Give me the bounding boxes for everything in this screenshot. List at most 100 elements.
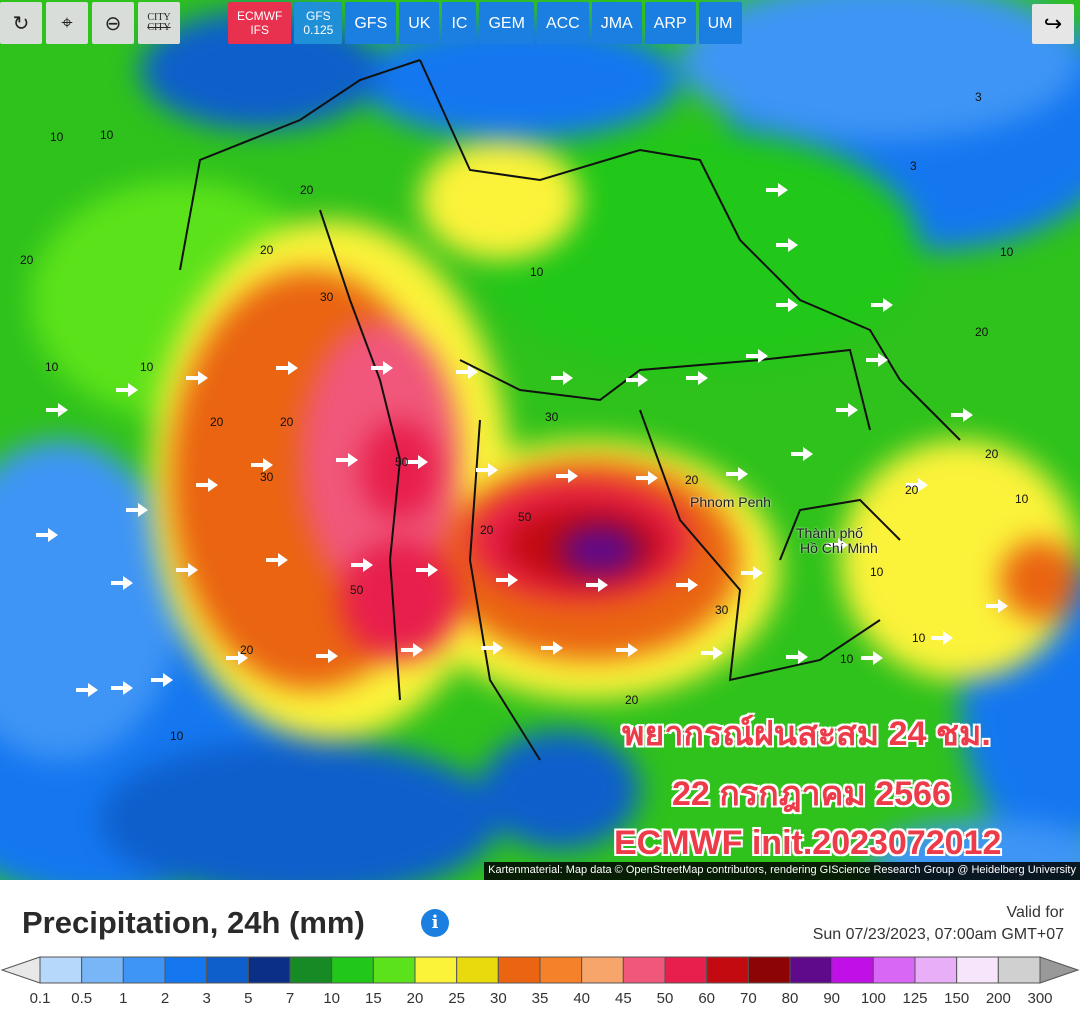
precip-area: [560, 525, 640, 575]
model-button-gfs[interactable]: GFS: [345, 2, 397, 44]
map-pin-icon[interactable]: ⌖: [46, 2, 88, 44]
valid-time: Valid for Sun 07/23/2023, 07:00am GMT+07: [813, 902, 1064, 946]
scale-swatch: [81, 956, 124, 984]
model-sublabel: IFS: [250, 23, 269, 37]
precipitation-map[interactable]: 10 10 20 20 20 30 20 10 10 20 30 50 50 20 30 50 30 20 20 10…: [0, 0, 1080, 880]
scale-tick-label: 0.5: [71, 990, 93, 1007]
model-button-uk[interactable]: UK: [399, 2, 440, 44]
valid-time-value: Sun 07/23/2023, 07:00am GMT+07: [812, 926, 1064, 943]
scale-arrow-low: [0, 956, 41, 984]
scale-tick-label: 100: [860, 990, 886, 1007]
scale-swatch: [914, 956, 958, 984]
contour-label: 20: [260, 243, 274, 257]
wind-arrow-icon: [676, 578, 698, 592]
scale-tick-label: 0.1: [29, 990, 51, 1007]
wind-arrow-icon: [551, 371, 573, 385]
scale-tick-label: 10: [323, 990, 340, 1007]
wind-arrow-icon: [316, 649, 338, 663]
scale-tick-label: 15: [364, 990, 382, 1007]
model-button-ic[interactable]: IC: [442, 2, 477, 44]
wind-arrow-icon: [951, 408, 973, 422]
precip-area: [360, 20, 680, 140]
wind-arrow-icon: [616, 643, 638, 657]
model-button-gfs-0125[interactable]: GFS 0.125: [294, 2, 343, 44]
place-ho-chi-minh-2: Hồ Chí Minh: [800, 540, 878, 556]
model-button-ecmwf-ifs[interactable]: ECMWF IFS: [228, 2, 292, 44]
scale-swatch: [414, 956, 458, 984]
scale-tick-label: 90: [823, 990, 840, 1007]
scale-swatch: [997, 956, 1041, 984]
scale-swatch: [331, 956, 374, 984]
contour-label: 20: [685, 473, 699, 487]
contour-label: 30: [260, 470, 274, 484]
wind-arrow-icon: [686, 371, 708, 385]
info-icon[interactable]: i: [421, 909, 449, 937]
scale-swatch: [747, 956, 791, 984]
wind-arrow-icon: [36, 528, 58, 542]
overlay-date-thai: 22 กรกฎาคม 2566: [672, 775, 951, 813]
scale-tick-label: 200: [985, 990, 1011, 1007]
country-border: [468, 419, 541, 761]
zoom-out-icon[interactable]: ⊖: [92, 2, 134, 44]
scale-swatch: [497, 956, 541, 984]
share-icon[interactable]: ↪: [1032, 4, 1074, 44]
scale-swatch: [622, 956, 666, 984]
model-label: GFS: [354, 14, 388, 32]
wind-arrow-icon: [866, 353, 888, 367]
contour-label: 10: [140, 360, 154, 374]
model-sublabel: 0.125: [303, 23, 334, 37]
model-button-jma[interactable]: JMA: [591, 2, 642, 44]
model-label: UM: [707, 14, 733, 32]
wind-arrow-icon: [351, 558, 373, 572]
place-ho-chi-minh-1: Thành phố: [796, 525, 863, 541]
scale-tick-label: 45: [614, 990, 632, 1007]
model-button-gem[interactable]: GEM: [479, 2, 534, 44]
wind-arrow-icon: [116, 383, 138, 397]
model-label: IC: [451, 14, 468, 32]
wind-arrow-icon: [226, 651, 248, 665]
precip-area: [1000, 540, 1080, 620]
scale-tick-label: 300: [1027, 990, 1053, 1007]
model-label: UK: [408, 14, 431, 32]
wind-arrow-icon: [371, 361, 393, 375]
scale-swatch: [706, 956, 749, 984]
scale-tick-label: 7: [285, 990, 295, 1007]
wind-arrow-icon: [741, 566, 763, 580]
scale-swatch: [664, 956, 708, 984]
contour-label: 20: [480, 523, 494, 537]
contour-label: 10: [170, 729, 184, 743]
scale-swatch: [581, 956, 624, 984]
wind-arrow-icon: [906, 478, 928, 492]
wind-arrow-icon: [176, 563, 198, 577]
wind-arrow-icon: [266, 553, 288, 567]
contour-label: 10: [912, 631, 926, 645]
overlay-init: ECMWF init.2023072012: [614, 824, 1002, 862]
map-attribution: Kartenmaterial: Map data © OpenStreetMap…: [484, 862, 1080, 880]
model-button-arp[interactable]: ARP: [644, 2, 696, 44]
scale-tick-label: 40: [573, 990, 590, 1007]
model-button-acc[interactable]: ACC: [536, 2, 589, 44]
scale-swatch: [206, 956, 249, 984]
model-label: GEM: [488, 14, 525, 32]
wind-arrow-icon: [151, 673, 173, 687]
scale-tick-label: 3: [202, 990, 211, 1007]
precip-area: [680, 0, 1080, 140]
contour-label: 20: [20, 253, 34, 267]
color-scale: [0, 956, 1080, 984]
city-toggle-button[interactable]: CITY CITY: [138, 2, 180, 44]
wind-arrow-icon: [986, 599, 1008, 613]
contour-label: 10: [1000, 245, 1014, 259]
wind-arrow-icon: [126, 503, 148, 517]
refresh-icon[interactable]: ↻: [0, 2, 42, 44]
country-border: [419, 59, 961, 441]
scale-tick-label: 60: [698, 990, 715, 1007]
contour-label: 20: [300, 183, 314, 197]
wind-arrow-icon: [196, 478, 218, 492]
model-button-um[interactable]: UM: [698, 2, 742, 44]
wind-arrow-icon: [251, 458, 273, 472]
wind-arrow-icon: [826, 538, 848, 552]
contour-label: 20: [975, 325, 989, 339]
contour-label: 30: [545, 410, 559, 424]
wind-arrow-icon: [406, 455, 428, 469]
place-phnom-penh: Phnom Penh: [690, 494, 771, 510]
